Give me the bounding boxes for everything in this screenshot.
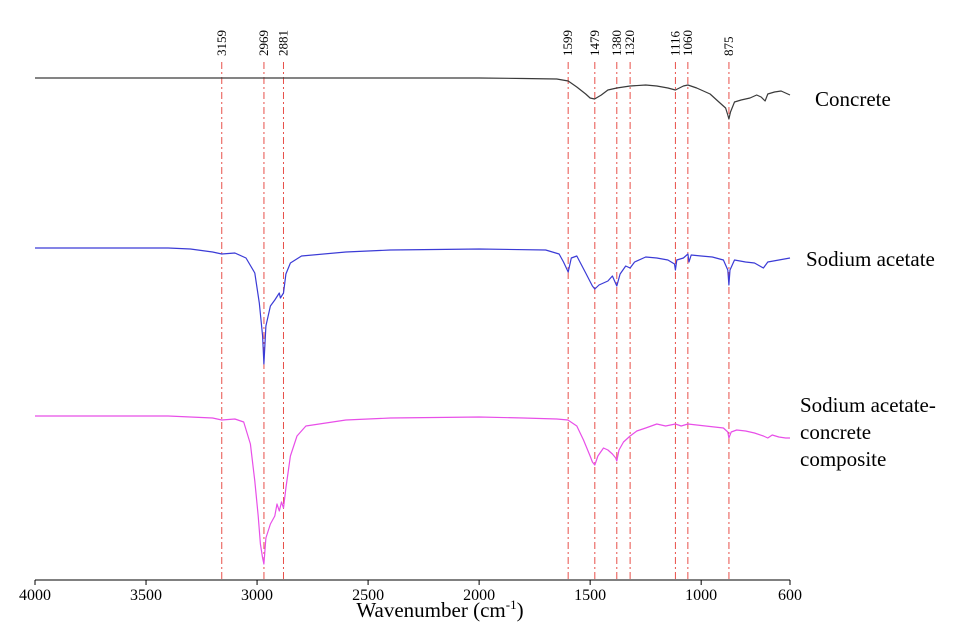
x-tick-label: 4000 <box>19 587 51 604</box>
x-tick-label: 3500 <box>130 587 162 604</box>
spectrum-lines <box>35 77 791 565</box>
peak-marker-label: 1116 <box>667 30 682 56</box>
peak-marker-label: 1380 <box>609 30 624 56</box>
series-line-1 <box>35 247 791 365</box>
series-label-1: Sodium acetate <box>806 247 935 271</box>
x-tick-label: 3000 <box>241 587 273 604</box>
series-labels: Concrete Sodium acetate Sodium acetate-con… <box>800 87 936 471</box>
peak-marker-label: 1479 <box>587 30 602 56</box>
series-label-0: Concrete <box>815 87 891 111</box>
x-tick-label: 2000 <box>463 587 495 604</box>
peak-marker-label: 2881 <box>275 30 290 56</box>
x-tick-label: 1500 <box>574 587 606 604</box>
peak-marker-label: 2969 <box>256 30 271 56</box>
x-tick-label: 2500 <box>352 587 384 604</box>
peak-marker-label: 1060 <box>680 30 695 56</box>
series-label-2: Sodium acetate-concrete composite <box>800 393 936 471</box>
x-axis-ticks: 4000 3500 3000 2500 2000 1500 1000 600 <box>19 580 802 604</box>
x-axis-title: Wavenumber (cm-1) <box>356 597 523 622</box>
series-line-0 <box>35 77 791 120</box>
peak-marker-label: 1320 <box>622 30 637 56</box>
x-tick-label: 600 <box>778 587 802 604</box>
peak-marker-label: 1599 <box>560 30 575 56</box>
peak-marker-label: 3159 <box>214 30 229 56</box>
peak-marker-label: 875 <box>721 37 736 57</box>
peak-marker-lines <box>221 62 730 580</box>
series-line-2 <box>35 415 790 565</box>
x-tick-label: 1000 <box>685 587 717 604</box>
